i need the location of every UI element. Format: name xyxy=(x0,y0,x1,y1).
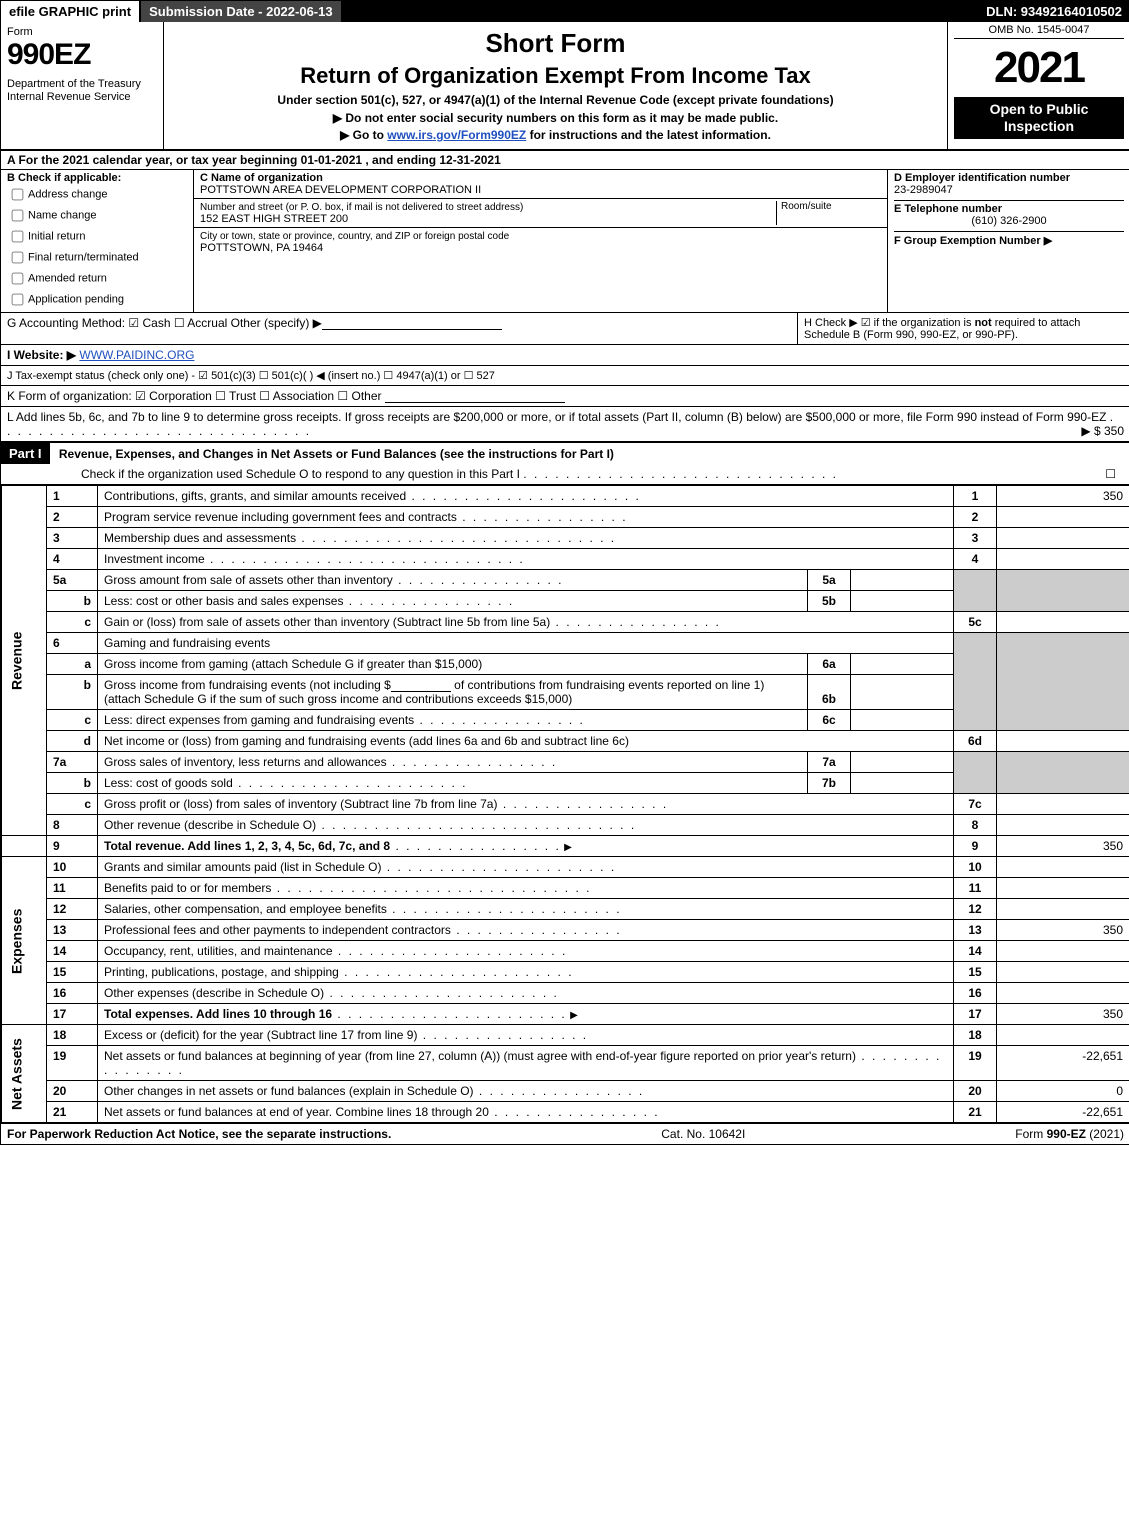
footer-formref: Form 990-EZ (2021) xyxy=(1015,1127,1124,1141)
top-bar: efile GRAPHIC print Submission Date - 20… xyxy=(1,1,1129,22)
tax-year: 2021 xyxy=(954,43,1124,93)
street-label: Number and street (or P. O. box, if mail… xyxy=(200,202,523,213)
line1-value: 350 xyxy=(997,486,1129,507)
instructions-link-line: ▶ Go to www.irs.gov/Form990EZ for instru… xyxy=(172,128,939,142)
netassets-vlabel: Net Assets xyxy=(2,1025,47,1123)
dln-label: DLN: 93492164010502 xyxy=(978,1,1129,22)
f-label: F Group Exemption Number ▶ xyxy=(894,235,1052,247)
section-j: J Tax-exempt status (check only one) - ☑… xyxy=(1,366,1129,386)
section-k: K Form of organization: ☑ Corporation ☐ … xyxy=(1,386,1129,407)
d-label: D Employer identification number xyxy=(894,172,1070,184)
line13-value: 350 xyxy=(997,920,1129,941)
room-suite-label: Room/suite xyxy=(776,201,881,225)
form-label: Form xyxy=(7,26,157,38)
section-g: G Accounting Method: ☑ Cash ☐ Accrual Ot… xyxy=(1,313,797,344)
line21-value: -22,651 xyxy=(997,1102,1129,1123)
footer-catno: Cat. No. 10642I xyxy=(661,1127,745,1141)
omb-number: OMB No. 1545-0047 xyxy=(954,24,1124,39)
part1-checkbox[interactable]: ☐ xyxy=(1105,467,1124,481)
section-i: I Website: ▶ WWW.PAIDINC.ORG xyxy=(1,345,1129,366)
note2-pre: ▶ Go to xyxy=(340,128,387,142)
checkbox-application-pending[interactable]: Application pending xyxy=(7,289,187,310)
checkbox-initial-return[interactable]: Initial return xyxy=(7,226,187,247)
city-value: POTTSTOWN, PA 19464 xyxy=(200,242,323,254)
part1-table: Revenue 1 Contributions, gifts, grants, … xyxy=(1,485,1129,1123)
section-a-text: A For the 2021 calendar year, or tax yea… xyxy=(7,153,501,167)
org-name: POTTSTOWN AREA DEVELOPMENT CORPORATION I… xyxy=(200,184,481,196)
short-form-title: Short Form xyxy=(172,28,939,59)
street-value: 152 EAST HIGH STREET 200 xyxy=(200,213,348,225)
note2-post: for instructions and the latest informat… xyxy=(526,128,771,142)
spacer xyxy=(343,1,979,22)
section-a: A For the 2021 calendar year, or tax yea… xyxy=(1,151,1129,170)
checkbox-address-change[interactable]: Address change xyxy=(7,184,187,205)
expenses-vlabel: Expenses xyxy=(2,857,47,1025)
main-title: Return of Organization Exempt From Incom… xyxy=(172,63,939,89)
revenue-vlabel: Revenue xyxy=(2,486,47,836)
checkbox-name-change[interactable]: Name change xyxy=(7,205,187,226)
section-b-label: B Check if applicable: xyxy=(7,172,121,184)
city-label: City or town, state or province, country… xyxy=(200,231,509,242)
website-link[interactable]: WWW.PAIDINC.ORG xyxy=(79,348,194,362)
phone-value: (610) 326-2900 xyxy=(894,215,1124,227)
checkbox-final-return[interactable]: Final return/terminated xyxy=(7,247,187,268)
section-l: L Add lines 5b, 6c, and 7b to line 9 to … xyxy=(1,407,1129,442)
section-h: H Check ▶ ☑ if the organization is not r… xyxy=(797,313,1129,344)
subtitle: Under section 501(c), 527, or 4947(a)(1)… xyxy=(172,93,939,107)
form-number: 990EZ xyxy=(7,38,157,72)
efile-label: efile GRAPHIC print xyxy=(1,1,141,22)
part1-title: Revenue, Expenses, and Changes in Net As… xyxy=(59,447,614,461)
checkbox-amended-return[interactable]: Amended return xyxy=(7,268,187,289)
accounting-method: G Accounting Method: ☑ Cash ☐ Accrual Ot… xyxy=(7,316,322,330)
part1-check-text: Check if the organization used Schedule … xyxy=(81,467,520,481)
irs-link[interactable]: www.irs.gov/Form990EZ xyxy=(387,128,526,142)
section-b-checkboxes: B Check if applicable: Address change Na… xyxy=(1,170,194,312)
footer-paperwork: For Paperwork Reduction Act Notice, see … xyxy=(7,1127,391,1141)
c-label: C Name of organization xyxy=(200,172,323,184)
ssn-warning: ▶ Do not enter social security numbers o… xyxy=(172,111,939,125)
line17-value: 350 xyxy=(997,1004,1129,1025)
part1-header: Part I xyxy=(1,443,50,464)
page-footer: For Paperwork Reduction Act Notice, see … xyxy=(1,1123,1129,1144)
line19-value: -22,651 xyxy=(997,1046,1129,1081)
line20-value: 0 xyxy=(997,1081,1129,1102)
department-label: Department of the Treasury Internal Reve… xyxy=(7,78,157,104)
line9-value: 350 xyxy=(997,836,1129,857)
public-inspection-badge: Open to Public Inspection xyxy=(954,97,1124,139)
e-label: E Telephone number xyxy=(894,203,1002,215)
ein-value: 23-2989047 xyxy=(894,184,953,196)
submission-date: Submission Date - 2022-06-13 xyxy=(141,1,343,22)
gross-receipts-amount: ▶ $ 350 xyxy=(1081,424,1124,438)
